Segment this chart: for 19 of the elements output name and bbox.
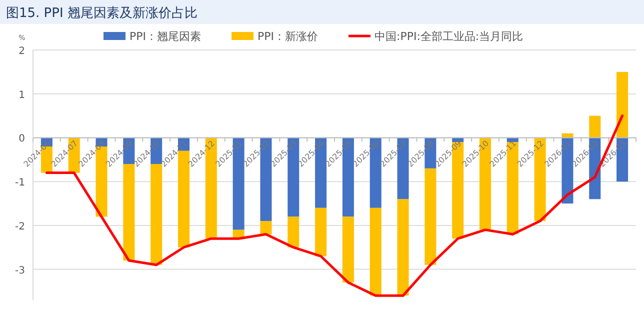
bar bbox=[288, 216, 300, 248]
bar bbox=[424, 168, 436, 265]
y-tick-label: -1 bbox=[15, 178, 25, 189]
legend-label: PPI：翘尾因素 bbox=[130, 30, 202, 43]
bar bbox=[616, 72, 628, 138]
y-tick-label: 1 bbox=[18, 90, 25, 101]
y-tick-label: -2 bbox=[15, 221, 25, 232]
bar bbox=[370, 208, 382, 296]
bar bbox=[260, 221, 272, 234]
bar bbox=[315, 208, 327, 256]
legend-label: PPI：新涨价 bbox=[258, 30, 318, 43]
legend-label: 中国:PPI:全部工业品:当月同比 bbox=[374, 30, 524, 43]
bar bbox=[589, 116, 601, 138]
y-tick-label: 0 bbox=[18, 134, 25, 145]
bar bbox=[397, 199, 409, 296]
bar bbox=[342, 216, 354, 282]
y-tick-label: 2 bbox=[18, 46, 25, 57]
y-tick-label: -3 bbox=[15, 265, 25, 276]
chart-title: 图15. PPI 翘尾因素及新涨价占比 bbox=[6, 6, 198, 21]
